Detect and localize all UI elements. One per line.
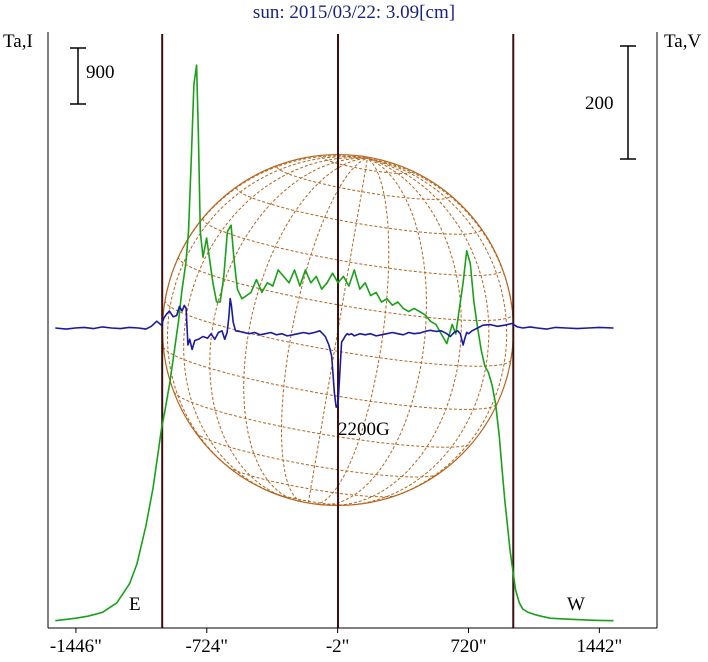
latitude-line: [276, 166, 451, 200]
longitude-line: [347, 157, 490, 506]
left-scale-label: 900: [86, 62, 115, 83]
x-tick-label: 720": [450, 636, 487, 657]
longitude-line: [334, 157, 462, 506]
right-axis-label: Ta,V: [664, 31, 702, 52]
latitude-line: [321, 156, 412, 174]
longitude-line: [209, 157, 368, 498]
latitude-line: [202, 218, 503, 276]
data-curves: [55, 64, 614, 622]
latitude-line: [173, 391, 473, 448]
x-tick-label: -724": [185, 636, 229, 657]
longitude-line: [243, 157, 368, 501]
east-limb-label: E: [129, 594, 141, 615]
longitude-line: [367, 157, 508, 499]
latitude-line: [162, 346, 498, 410]
scale-bars: [70, 45, 636, 160]
x-tick-label: -1446": [49, 636, 102, 657]
x-tick-label: 1442": [576, 636, 623, 657]
stokes-v-curve: [55, 297, 614, 408]
right-scale-label: 200: [585, 93, 614, 114]
latitude-line: [236, 187, 482, 235]
limb-lines: [161, 34, 515, 628]
chart-title: sun: 2015/03/22: 3.09[cm]: [252, 2, 456, 23]
longitude-line: [367, 157, 514, 360]
stokes-i-curve: [55, 64, 614, 622]
x-tick-label: -2": [325, 636, 350, 657]
longitude-line: [281, 157, 368, 502]
left-axis-label: Ta,I: [3, 31, 33, 52]
west-limb-label: W: [567, 594, 585, 615]
longitude-line: [321, 157, 427, 506]
plot-frame: [47, 32, 658, 633]
sunspot-field-annotation: 2200G: [338, 419, 390, 440]
longitude-line: [315, 157, 390, 505]
longitude-line: [166, 156, 368, 473]
latitude-line: [228, 466, 396, 498]
